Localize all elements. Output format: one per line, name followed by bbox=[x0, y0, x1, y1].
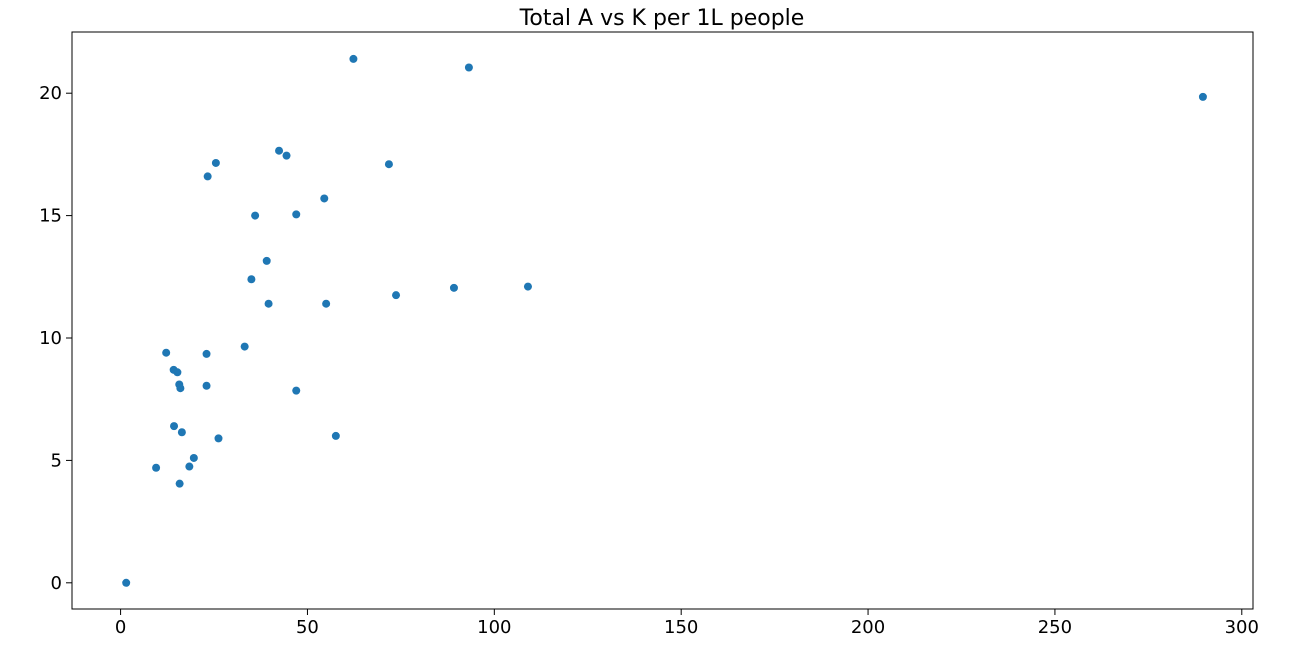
scatter-point bbox=[170, 422, 179, 431]
scatter-point bbox=[176, 384, 185, 393]
x-tick-label: 300 bbox=[1225, 617, 1259, 638]
scatter-point bbox=[122, 578, 131, 587]
scatter-point bbox=[177, 428, 186, 437]
scatter-point bbox=[322, 299, 331, 308]
scatter-point bbox=[203, 172, 212, 181]
y-tick-label: 10 bbox=[39, 328, 62, 349]
y-tick-label: 5 bbox=[51, 450, 62, 471]
scatter-point bbox=[1198, 92, 1207, 101]
scatter-point bbox=[262, 256, 271, 265]
scatter-point bbox=[320, 194, 329, 203]
scatter-point bbox=[240, 342, 249, 351]
x-tick-label: 100 bbox=[477, 617, 511, 638]
scatter-point bbox=[449, 283, 458, 292]
data-points bbox=[122, 54, 1207, 587]
scatter-point bbox=[275, 146, 284, 155]
x-tick-label: 0 bbox=[115, 617, 126, 638]
scatter-point bbox=[464, 63, 473, 72]
scatter-point bbox=[264, 299, 273, 308]
scatter-point bbox=[211, 158, 220, 167]
scatter-point bbox=[202, 349, 211, 358]
y-tick-label: 15 bbox=[39, 206, 62, 227]
scatter-point bbox=[185, 462, 194, 471]
scatter-point bbox=[251, 211, 260, 220]
x-tick-label: 150 bbox=[664, 617, 698, 638]
scatter-point bbox=[523, 282, 532, 291]
scatter-point bbox=[173, 368, 182, 377]
x-tick-label: 200 bbox=[851, 617, 885, 638]
plot-area-frame bbox=[71, 31, 1254, 610]
scatter-point bbox=[292, 210, 301, 219]
scatter-point bbox=[384, 160, 393, 169]
scatter-point bbox=[202, 381, 211, 390]
scatter-point bbox=[349, 54, 358, 63]
scatter-point bbox=[189, 453, 198, 462]
y-tick-label: 20 bbox=[39, 83, 62, 104]
scatter-point bbox=[162, 348, 171, 357]
x-tick-label: 250 bbox=[1038, 617, 1072, 638]
scatter-point bbox=[292, 386, 301, 395]
axis-ticks: 0 50 100 150 200 250 300 0 5 10 15 20 bbox=[39, 83, 1259, 638]
scatter-point bbox=[152, 463, 161, 472]
scatter-point bbox=[175, 479, 184, 488]
chart-title: Total A vs K per 1L people bbox=[519, 6, 805, 31]
x-tick-label: 50 bbox=[296, 617, 319, 638]
scatter-point bbox=[282, 151, 291, 160]
scatter-point bbox=[392, 291, 401, 300]
y-tick-label: 0 bbox=[51, 573, 62, 594]
scatter-point bbox=[214, 434, 223, 443]
scatter-point bbox=[331, 431, 340, 440]
scatter-point bbox=[247, 275, 256, 284]
